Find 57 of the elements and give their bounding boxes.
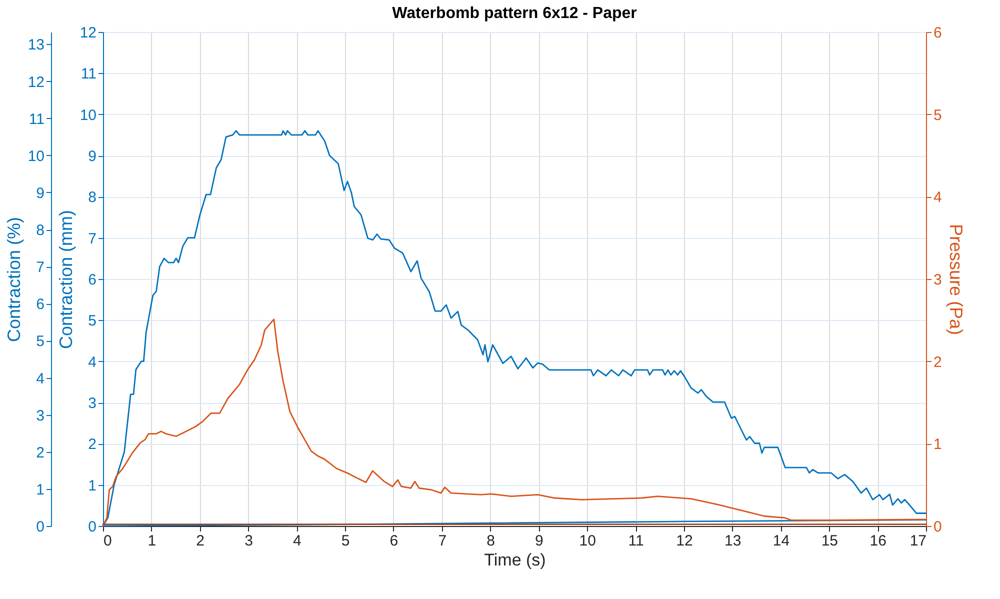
y2-tick-label: 3	[934, 272, 942, 288]
x-tick-label: 3	[244, 532, 253, 550]
y3-tick-label: 8	[36, 222, 44, 240]
y3-tick-label: 12	[28, 74, 44, 91]
y3-tick-label: 2	[36, 444, 44, 462]
y2-tick-label: 0	[934, 518, 942, 536]
y-tick-label: 0	[88, 518, 96, 536]
y3-tick-label: 9	[36, 184, 44, 202]
x-tick-label: 2	[196, 532, 204, 550]
y-tick-label: 11	[80, 66, 96, 83]
y2-tick-label: 6	[934, 24, 942, 42]
y-tick-label: 2	[88, 436, 96, 454]
x-tick-label: 4	[292, 532, 302, 550]
y-tick-label: 5	[88, 312, 96, 330]
x-tick-label: 7	[438, 532, 447, 550]
y-tick-label: 10	[80, 106, 96, 124]
y2-tick-label: 5	[934, 106, 942, 124]
y-tick-label: 6	[88, 272, 96, 288]
x-tick-label: 5	[341, 532, 350, 550]
x-tick-label: 12	[676, 532, 693, 550]
y-tick-label: 8	[88, 189, 96, 206]
y3-tick-label: 11	[28, 110, 44, 128]
x-axis-title: Time (s)	[484, 550, 546, 570]
x-tick-label: 11	[628, 532, 644, 550]
x-tick-label: 13	[724, 532, 742, 550]
x-tick-label: 9	[535, 532, 544, 550]
x-tick-label: 0	[104, 532, 112, 550]
y-tick-label: 1	[88, 477, 96, 494]
y3-tick-label: 0	[36, 518, 44, 536]
y3-tick-label: 5	[36, 333, 44, 350]
x-tick-label: 10	[579, 532, 596, 550]
chart-title: Waterbomb pattern 6x12 - Paper	[392, 5, 637, 22]
y3-tick-label: 13	[28, 36, 44, 54]
y3-tick-label: 10	[28, 148, 44, 165]
y-axis-title: Contraction (mm)	[56, 210, 76, 350]
y-tick-label: 4	[88, 354, 96, 371]
y3-tick-label: 6	[36, 296, 44, 314]
x-tick-label: 16	[870, 532, 886, 550]
y3-tick-label: 4	[36, 370, 44, 388]
y2-tick-label: 2	[934, 354, 942, 371]
x-tick-label: 6	[390, 532, 398, 550]
y-tick-label: 12	[80, 24, 96, 42]
y3-tick-label: 1	[36, 481, 44, 498]
y2-tick-label: 4	[934, 189, 942, 206]
x-tick-label: 1	[148, 532, 156, 550]
y3-tick-label: 3	[36, 407, 44, 424]
x-tick-label: 15	[821, 532, 838, 550]
y-tick-label: 9	[88, 148, 96, 165]
y3-axis-title: Contraction (%)	[4, 216, 24, 342]
x-tick-label: 17	[910, 532, 926, 550]
x-tick-label: 14	[772, 532, 790, 550]
x-tick-label: 8	[486, 532, 495, 550]
y2-axis-title: Pressure (Pa)	[946, 224, 966, 336]
y-tick-label: 3	[88, 395, 96, 412]
y2-tick-label: 1	[934, 436, 942, 454]
y3-tick-label: 7	[36, 259, 44, 276]
y-tick-label: 7	[88, 230, 96, 248]
